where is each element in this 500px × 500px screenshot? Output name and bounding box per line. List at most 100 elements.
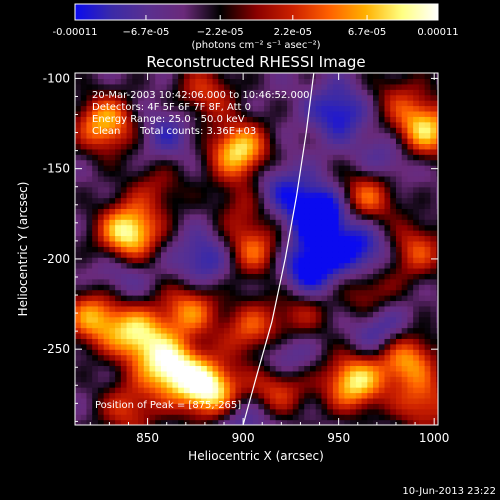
heatmap-cell bbox=[229, 419, 237, 425]
heatmap-cell bbox=[252, 143, 260, 150]
heatmap-cell bbox=[160, 202, 168, 209]
heatmap-cell bbox=[149, 311, 156, 318]
heatmap-cell bbox=[252, 267, 260, 274]
heatmap-cell bbox=[367, 332, 374, 339]
heatmap-cell bbox=[304, 414, 311, 421]
heatmap-cell bbox=[367, 121, 374, 128]
heatmap-cell bbox=[218, 387, 225, 394]
heatmap-cell bbox=[430, 327, 437, 334]
heatmap-cell bbox=[92, 360, 99, 367]
heatmap-cell bbox=[189, 365, 196, 372]
heatmap-cell bbox=[309, 94, 317, 101]
heatmap-cell bbox=[287, 83, 294, 90]
heatmap-cell bbox=[160, 116, 168, 123]
heatmap-cell bbox=[149, 100, 156, 107]
heatmap-cell bbox=[304, 219, 311, 226]
heatmap-cell bbox=[275, 360, 282, 367]
heatmap-cell bbox=[384, 267, 391, 274]
heatmap-cell bbox=[373, 219, 380, 226]
heatmap-cell bbox=[264, 116, 271, 123]
heatmap-cell bbox=[269, 354, 277, 361]
heatmap-cell bbox=[235, 105, 242, 112]
heatmap-cell bbox=[424, 170, 431, 177]
heatmap-cell bbox=[126, 408, 133, 415]
heatmap-cell bbox=[384, 83, 391, 90]
heatmap-cell bbox=[160, 311, 168, 318]
heatmap-cell bbox=[258, 240, 265, 247]
heatmap-cell bbox=[309, 262, 317, 269]
heatmap-cell bbox=[252, 278, 260, 285]
heatmap-cell bbox=[281, 213, 288, 220]
heatmap-cell bbox=[275, 311, 282, 318]
heatmap-cell bbox=[344, 257, 351, 264]
heatmap-cell bbox=[338, 397, 345, 404]
heatmap-cell bbox=[401, 338, 409, 345]
heatmap-cell bbox=[189, 251, 196, 258]
heatmap-cell bbox=[309, 240, 317, 247]
heatmap-cell bbox=[252, 381, 260, 388]
heatmap-cell bbox=[166, 213, 174, 220]
heatmap-cell bbox=[120, 414, 128, 421]
heatmap-cell bbox=[287, 343, 294, 350]
heatmap-cell bbox=[120, 403, 128, 410]
heatmap-cell bbox=[367, 235, 374, 242]
heatmap-cell bbox=[206, 213, 214, 220]
heatmap-cell bbox=[132, 278, 139, 285]
heatmap-cell bbox=[355, 213, 363, 220]
heatmap-cell bbox=[327, 300, 334, 307]
heatmap-cell bbox=[327, 343, 334, 350]
heatmap-cell bbox=[229, 376, 237, 383]
heatmap-cell bbox=[252, 100, 260, 107]
heatmap-cell bbox=[103, 181, 110, 188]
heatmap-cell bbox=[298, 262, 305, 269]
heatmap-cell bbox=[92, 300, 99, 307]
heatmap-cell bbox=[321, 257, 328, 264]
heatmap-cell bbox=[430, 137, 437, 144]
heatmap-cell bbox=[155, 154, 162, 161]
heatmap-cell bbox=[436, 246, 438, 253]
heatmap-cell bbox=[407, 116, 414, 123]
heatmap-cell bbox=[86, 94, 93, 101]
heatmap-cell bbox=[155, 246, 162, 253]
heatmap-cell bbox=[395, 154, 403, 161]
heatmap-cell bbox=[344, 360, 351, 367]
heatmap-cell bbox=[183, 365, 191, 372]
heatmap-cell bbox=[378, 257, 386, 264]
heatmap-cell bbox=[246, 143, 254, 150]
heatmap-cell bbox=[395, 387, 403, 394]
heatmap-cell bbox=[315, 235, 323, 242]
heatmap-cell bbox=[390, 78, 397, 85]
heatmap-cell bbox=[80, 332, 88, 339]
heatmap-cell bbox=[155, 381, 162, 388]
heatmap-cell bbox=[189, 175, 196, 182]
heatmap-cell bbox=[103, 305, 110, 312]
heatmap-cell bbox=[332, 354, 340, 361]
heatmap-cell bbox=[287, 165, 294, 172]
heatmap-cell bbox=[201, 175, 208, 182]
heatmap-cell bbox=[224, 262, 231, 269]
heatmap-cell bbox=[430, 397, 437, 404]
heatmap-cell bbox=[166, 284, 174, 291]
heatmap-cell bbox=[424, 327, 431, 334]
heatmap-cell bbox=[321, 273, 328, 280]
heatmap-cell bbox=[115, 73, 122, 80]
heatmap-cell bbox=[120, 219, 128, 226]
heatmap-cell bbox=[355, 235, 363, 242]
heatmap-cell bbox=[384, 116, 391, 123]
heatmap-cell bbox=[201, 83, 208, 90]
heatmap-cell bbox=[149, 387, 156, 394]
heatmap-cell bbox=[120, 387, 128, 394]
heatmap-cell bbox=[92, 284, 99, 291]
heatmap-cell bbox=[183, 137, 191, 144]
heatmap-cell bbox=[189, 246, 196, 253]
heatmap-cell bbox=[75, 235, 82, 242]
heatmap-cell bbox=[373, 159, 380, 166]
heatmap-cell bbox=[355, 89, 363, 96]
heatmap-cell bbox=[241, 121, 248, 128]
heatmap-cell bbox=[355, 338, 363, 345]
heatmap-cell bbox=[418, 192, 426, 199]
heatmap-cell bbox=[241, 165, 248, 172]
heatmap-cell bbox=[138, 202, 145, 209]
heatmap-cell bbox=[327, 397, 334, 404]
heatmap-cell bbox=[275, 100, 282, 107]
